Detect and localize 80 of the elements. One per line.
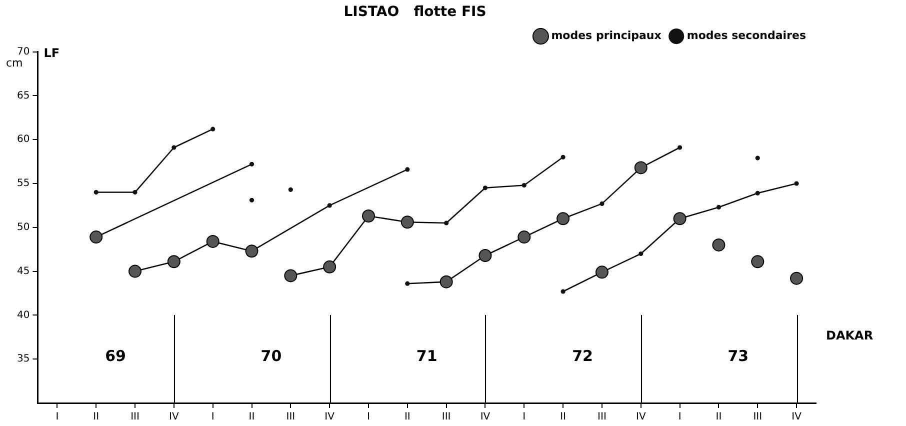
point (444, 220, 449, 226)
annotation: 70 (260, 347, 282, 366)
point (94, 190, 98, 195)
x-tick-label: II (248, 412, 255, 423)
x-tick-label: IV (636, 412, 646, 423)
x-tick-label: IV (324, 412, 335, 423)
point (323, 260, 336, 274)
x-tick-label: II (404, 412, 410, 423)
x-tick-label: II (560, 412, 566, 423)
point (595, 266, 608, 279)
point (755, 156, 760, 160)
point (518, 230, 531, 244)
point (678, 145, 682, 150)
point (560, 289, 566, 294)
x-tick-label: III (598, 412, 606, 423)
point (210, 126, 216, 132)
point (712, 238, 726, 252)
x-tick-label: II (93, 412, 100, 423)
y-tick-label: 45 (16, 266, 30, 277)
x-tick-label: III (442, 412, 451, 423)
y-tick-label: 65 (16, 90, 30, 102)
point (284, 269, 298, 282)
x-tick-label: IV (792, 412, 802, 423)
point (249, 198, 254, 202)
annotation: LF (44, 46, 60, 60)
annotation: 73 (728, 347, 749, 366)
x-tick-label: IV (169, 412, 179, 423)
point (128, 264, 142, 278)
y-tick-label: 55 (16, 178, 30, 190)
point (167, 255, 180, 268)
x-tick-label: II (716, 412, 722, 423)
legend-label: modes principaux (551, 29, 662, 42)
point (440, 275, 453, 288)
point (560, 154, 566, 160)
point (245, 244, 258, 258)
annotation: 72 (572, 347, 593, 366)
point (522, 182, 526, 188)
legend-label: modes secondaires (686, 29, 806, 42)
point (673, 212, 686, 226)
point (249, 162, 254, 166)
point (755, 190, 760, 196)
point (90, 230, 103, 244)
x-tick-label: III (130, 412, 140, 423)
point (482, 186, 488, 190)
y-axis-title: cm (6, 56, 23, 70)
x-tick-label: III (753, 412, 762, 423)
x-tick-label: IV (480, 412, 490, 423)
point (288, 187, 293, 192)
point (600, 201, 604, 206)
point (206, 234, 220, 248)
point (478, 248, 492, 262)
y-tick-label: 50 (16, 222, 30, 233)
x-tick-label: I (56, 412, 59, 423)
point (556, 212, 570, 226)
point (327, 203, 332, 208)
point (362, 209, 375, 222)
text: DAKAR (826, 328, 874, 342)
point (400, 216, 414, 229)
point (132, 190, 138, 195)
x-tick-label: I (678, 412, 682, 423)
x-tick-label: I (211, 412, 214, 423)
point (634, 161, 648, 174)
point (716, 204, 722, 210)
x-tick-label: I (367, 412, 370, 423)
annotation: 71 (416, 347, 438, 366)
annotation: 69 (105, 347, 126, 366)
point (172, 145, 176, 150)
point (405, 167, 410, 172)
x-tick-label: III (286, 412, 296, 423)
x-tick-label: I (522, 412, 526, 423)
chart-title: LISTAO flotte FIS (344, 4, 486, 20)
y-tick-label: 60 (16, 134, 30, 146)
point (405, 281, 410, 286)
y-tick-label: 70 (16, 46, 30, 58)
point (794, 181, 799, 186)
point (638, 251, 644, 256)
y-tick-label: 40 (16, 310, 30, 321)
point (751, 255, 764, 268)
y-tick-label: 35 (16, 354, 30, 365)
point (790, 272, 804, 285)
